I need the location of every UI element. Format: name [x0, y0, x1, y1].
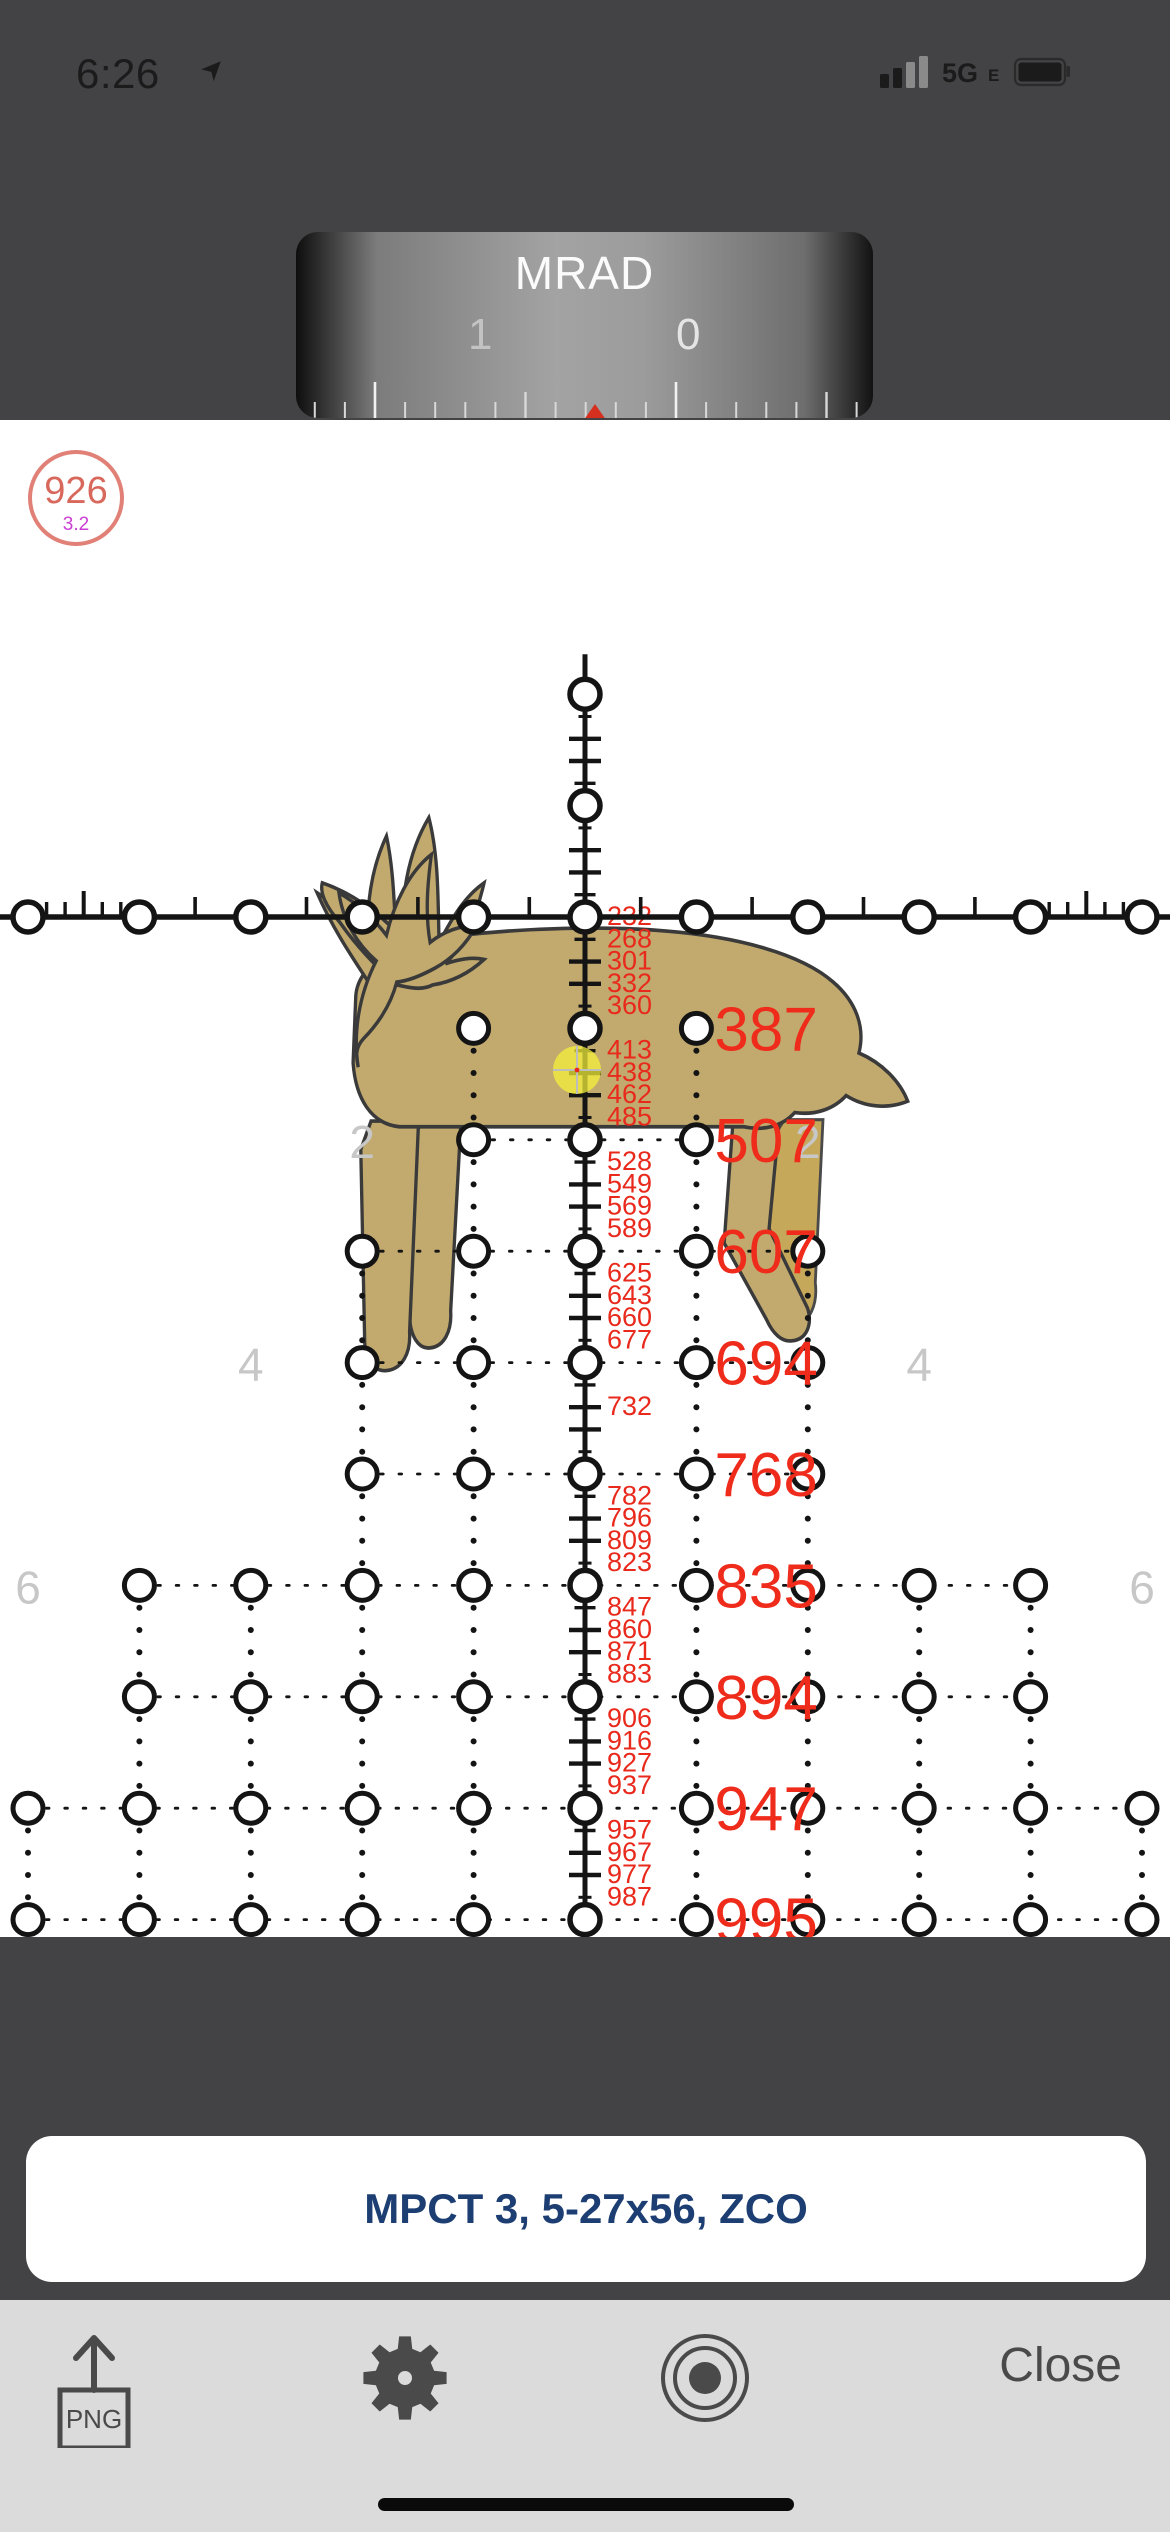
- svg-text:732: 732: [607, 1391, 652, 1421]
- svg-text:607: 607: [714, 1218, 817, 1287]
- svg-text:6: 6: [1129, 1561, 1155, 1613]
- svg-text:4: 4: [906, 1339, 932, 1391]
- svg-text:PNG: PNG: [66, 2404, 122, 2434]
- svg-text:894: 894: [714, 1664, 817, 1733]
- svg-text:823: 823: [607, 1547, 652, 1577]
- svg-text:4: 4: [238, 1339, 264, 1391]
- svg-text:937: 937: [607, 1770, 652, 1800]
- svg-text:694: 694: [714, 1330, 817, 1399]
- svg-text:360: 360: [607, 990, 652, 1020]
- svg-text:589: 589: [607, 1213, 652, 1243]
- svg-text:883: 883: [607, 1659, 652, 1689]
- svg-text:485: 485: [607, 1102, 652, 1132]
- svg-text:835: 835: [714, 1552, 817, 1621]
- svg-text:2: 2: [349, 1116, 375, 1168]
- svg-text:6: 6: [15, 1561, 41, 1613]
- svg-text:947: 947: [714, 1775, 817, 1844]
- svg-text:987: 987: [607, 1881, 652, 1911]
- svg-text:677: 677: [607, 1324, 652, 1354]
- svg-text:768: 768: [714, 1441, 817, 1510]
- svg-text:387: 387: [714, 995, 817, 1064]
- svg-text:507: 507: [714, 1107, 817, 1176]
